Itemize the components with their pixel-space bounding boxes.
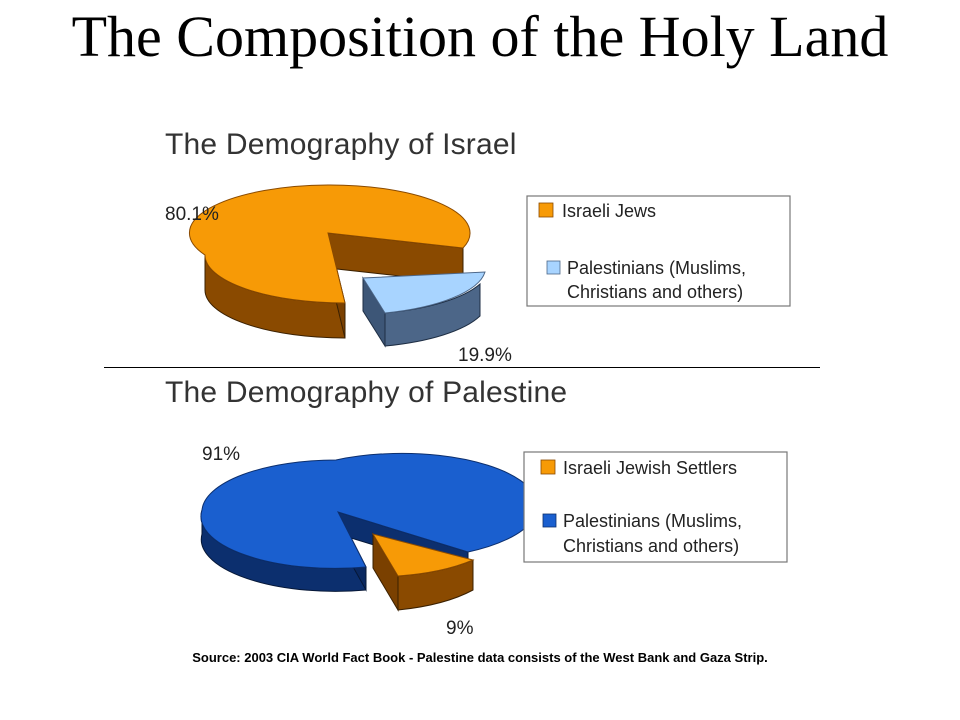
- chart-title-palestine: The Demography of Palestine: [165, 376, 568, 409]
- legend-palestine: Israeli Jewish Settlers Palestinians (Mu…: [523, 451, 788, 563]
- legend-swatch-israeli-jews: [538, 202, 554, 218]
- pie-slice-palestinians: [362, 271, 486, 348]
- chart-palestine: The Demography of Palestine 91% 9% Israe…: [150, 372, 830, 642]
- chart-israel-svg: 80.1% 19.9% Israeli Jews Palestinians (M…: [165, 184, 791, 365]
- legend-label-palestinians-91-1: Palestinians (Muslims,: [563, 511, 742, 531]
- slide-title: The Composition of the Holy Land: [71, 4, 889, 69]
- chart-title-israel: The Demography of Israel: [165, 128, 517, 161]
- pie-slice-israeli-settlers-9: [371, 532, 475, 612]
- legend-swatch-settlers: [540, 459, 556, 475]
- legend-swatch-palestinians-91: [542, 513, 557, 528]
- pie-slice-palestinians-91: [200, 452, 539, 592]
- data-label-palestinians: 19.9%: [458, 345, 512, 365]
- legend-swatch-palestinians: [546, 260, 561, 275]
- data-label-palestinians-91: 91%: [202, 444, 240, 465]
- chart-palestine-svg: 91% 9% Israeli Jewish Settlers Palestini…: [200, 444, 788, 639]
- legend-label-israeli-jews: Israeli Jews: [562, 201, 656, 221]
- data-label-israeli-jews: 80.1%: [165, 204, 219, 225]
- pie-slice-israeli-jews: [188, 184, 471, 339]
- chart-israel: The Demography of Israel 80.1% 19.9% Isr…: [150, 120, 830, 365]
- data-label-settlers-9: 9%: [446, 618, 474, 639]
- legend-label-settlers: Israeli Jewish Settlers: [563, 458, 737, 478]
- section-divider: [104, 367, 820, 368]
- legend-label-palestinians-91-2: Christians and others): [563, 536, 739, 556]
- source-note: Source: 2003 CIA World Fact Book - Pales…: [192, 650, 768, 665]
- legend-label-palestinians-1: Palestinians (Muslims,: [567, 258, 746, 278]
- legend-label-palestinians-2: Christians and others): [567, 282, 743, 302]
- legend-israel: Israeli Jews Palestinians (Muslims, Chri…: [526, 195, 791, 307]
